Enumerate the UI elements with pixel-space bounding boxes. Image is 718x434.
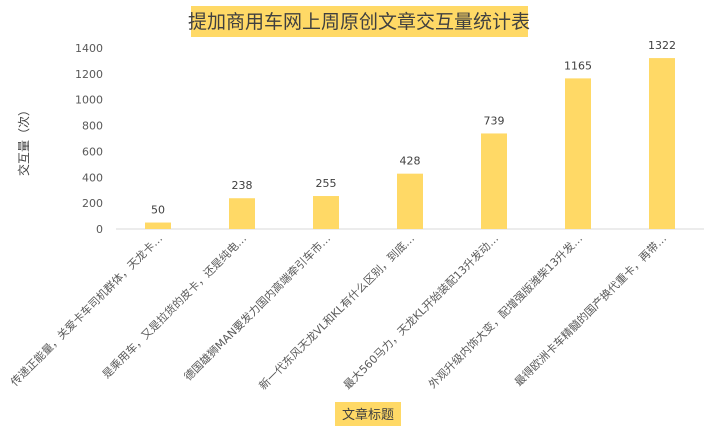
bar-value-label: 50 — [151, 204, 165, 217]
bar-value-label: 428 — [400, 155, 421, 168]
bar-value-label: 238 — [232, 179, 253, 192]
y-tick-label: 1400 — [75, 42, 103, 55]
x-axis-tick-labels: 传递正能量，关爱卡车司机群体，天龙卡…是乘用车，又是拉货的皮卡，还是纯电…德国雄… — [7, 231, 669, 392]
x-tick-label-group: 是乘用车，又是拉货的皮卡，还是纯电… — [99, 231, 249, 381]
bar-value-label: 739 — [484, 114, 505, 127]
x-tick-label-group: 最得欧洲卡车精髓的国产换代重卡，再带… — [511, 231, 669, 389]
x-tick-label-group: 传递正能量，关爱卡车司机群体，天龙卡… — [7, 231, 165, 389]
chart-title: 提加商用车网上周原创文章交互量统计表 — [188, 11, 530, 33]
y-tick-label: 800 — [82, 120, 103, 133]
y-axis-title: 交互量（次） — [16, 104, 31, 176]
y-axis-title-text: 交互量（次） — [16, 104, 31, 176]
x-tick-label: 最大560马力，天龙KL开始装配13升发动… — [340, 231, 501, 392]
data-labels: 50 238 255 428 739 1165 1322 — [151, 39, 676, 216]
bar — [565, 78, 591, 229]
x-tick-label-group: 德国雄狮MAN要发力国内高端牵引车市… — [181, 231, 333, 383]
x-tick-label-group: 新一代东风天龙VL和KL有什么区别，到底… — [256, 231, 417, 392]
y-tick-label: 200 — [82, 197, 103, 210]
x-tick-label-group: 外观升级内饰大变，配增强版潍柴13升发… — [425, 231, 585, 391]
chart-title-background — [191, 6, 528, 37]
bar-value-label: 255 — [316, 177, 337, 190]
bar-value-label: 1322 — [648, 39, 676, 52]
bar — [313, 196, 339, 229]
bar — [229, 198, 255, 229]
x-tick-label-group: 最大560马力，天龙KL开始装配13升发动… — [340, 231, 501, 392]
x-tick-label: 最得欧洲卡车精髓的国产换代重卡，再带… — [511, 231, 669, 389]
bar — [481, 133, 507, 229]
y-tick-label: 600 — [82, 145, 103, 158]
bar — [649, 58, 675, 229]
x-tick-label: 新一代东风天龙VL和KL有什么区别，到底… — [256, 231, 417, 392]
bar-series — [145, 58, 675, 229]
x-axis-title: 文章标题 — [342, 407, 394, 423]
y-tick-label: 1200 — [75, 68, 103, 81]
x-tick-label: 外观升级内饰大变，配增强版潍柴13升发… — [425, 231, 585, 391]
x-axis-title-background — [335, 402, 401, 426]
bar-value-label: 1165 — [564, 59, 592, 72]
bar — [397, 173, 423, 229]
x-tick-label: 是乘用车，又是拉货的皮卡，还是纯电… — [99, 231, 249, 381]
y-tick-label: 400 — [82, 171, 103, 184]
y-tick-label: 0 — [96, 223, 103, 236]
y-axis-ticks: 0 200 400 600 800 1000 1200 1400 — [75, 42, 103, 236]
x-tick-label: 德国雄狮MAN要发力国内高端牵引车市… — [181, 231, 333, 383]
bar — [145, 222, 171, 229]
y-tick-label: 1000 — [75, 94, 103, 107]
x-tick-label: 传递正能量，关爱卡车司机群体，天龙卡… — [7, 231, 165, 389]
